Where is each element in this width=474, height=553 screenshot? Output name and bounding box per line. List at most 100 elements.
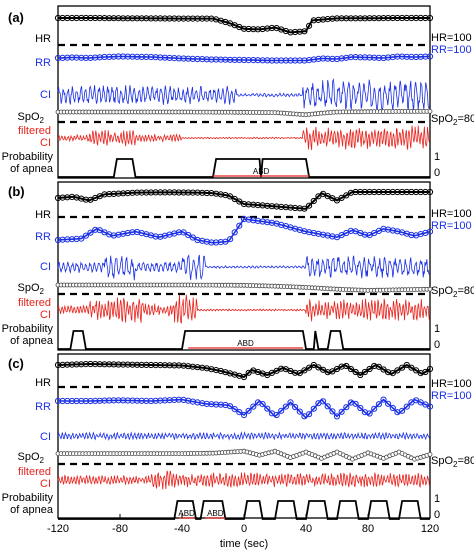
hr-point <box>240 25 248 32</box>
rr-point <box>278 407 285 414</box>
hr-point <box>138 189 145 196</box>
rr-point <box>389 404 396 412</box>
hr-point <box>78 14 85 22</box>
hr-point <box>366 365 373 373</box>
hr-point <box>82 196 90 203</box>
panel-b-label: (b) <box>8 184 25 199</box>
panel-a-left-labels: HR RR CI SpO2 filtered CI Probability of… <box>2 33 54 175</box>
rr-point <box>329 55 336 63</box>
filtered-ci-series-line <box>57 125 430 151</box>
hr-point <box>282 204 289 211</box>
rr-label: RR <box>35 401 51 413</box>
rr-point <box>282 403 289 410</box>
hr-point <box>287 204 294 211</box>
rr-point <box>352 400 359 407</box>
spo2-point <box>427 451 433 457</box>
rr-point <box>329 233 336 240</box>
rr-point <box>426 403 434 410</box>
rr-point <box>310 229 317 237</box>
rr-point <box>203 56 210 63</box>
hr-point <box>403 14 410 22</box>
rr-point <box>92 397 99 404</box>
rr-point <box>366 54 373 61</box>
filtered-label: filtered <box>18 466 51 478</box>
hr-series-line <box>58 17 430 34</box>
rr-point <box>227 236 234 243</box>
rr-point <box>273 57 280 64</box>
rr-point <box>324 403 331 410</box>
rr-point <box>227 56 234 63</box>
rr-point <box>185 55 192 62</box>
rr-point <box>185 231 192 239</box>
hr-point <box>199 364 206 371</box>
rr-point <box>87 229 94 236</box>
x-axis: -120 -80 -40 0 40 80 120 <box>47 514 439 535</box>
hr-point <box>408 364 415 371</box>
hr-point <box>333 365 341 373</box>
prob-high-label: 1 <box>434 323 440 335</box>
rr-point <box>380 54 387 62</box>
hr-point <box>54 361 62 369</box>
filtered-label: filtered <box>18 297 51 309</box>
hr-point <box>250 201 257 208</box>
hr-point <box>329 15 336 22</box>
hr-point <box>347 365 354 373</box>
hr-point <box>306 364 313 371</box>
hr-ref-label: HR=100 <box>431 378 472 390</box>
rr-point <box>310 56 317 63</box>
probability-label: Probability <box>2 323 54 335</box>
hr-point <box>399 364 406 371</box>
rr-point <box>389 54 396 61</box>
rr-point <box>282 57 289 64</box>
rr-point <box>115 53 122 60</box>
x-axis-title: time (sec) <box>220 538 268 550</box>
hr-point <box>152 15 159 22</box>
rr-point <box>78 54 85 61</box>
hr-ref-label: HR=100 <box>431 208 472 220</box>
rr-point <box>329 408 336 415</box>
rr-point <box>250 57 257 64</box>
rr-point <box>403 53 410 60</box>
rr-label: RR <box>35 57 51 69</box>
rr-point <box>371 405 378 412</box>
hr-point <box>380 15 387 22</box>
spo2-label: SpO2 <box>18 111 45 125</box>
hr-point <box>306 22 313 29</box>
hr-point <box>138 15 145 22</box>
hr-point <box>296 205 303 212</box>
panel-b: (b) HR RR CI SpO2 filtered CI Probabilit… <box>2 181 474 351</box>
hr-point <box>180 189 187 196</box>
rr-point <box>366 410 373 417</box>
rr-point <box>152 233 159 240</box>
spo2-point <box>427 286 433 292</box>
hr-point <box>296 370 303 377</box>
x-tick-label: 80 <box>362 523 374 535</box>
rr-point <box>357 404 364 412</box>
panel-b-frame <box>57 181 431 351</box>
rr-label: RR <box>35 231 51 243</box>
hr-point <box>199 15 206 22</box>
rr-point <box>124 53 131 60</box>
rr-point <box>199 400 206 407</box>
hr-point <box>217 191 224 198</box>
hr-point <box>185 363 192 370</box>
hr-point <box>380 366 387 373</box>
rr-ref-label: RR=100 <box>431 220 472 232</box>
rr-point <box>389 227 396 234</box>
hr-series-line <box>57 191 430 210</box>
hr-point <box>352 368 359 376</box>
rr-point <box>231 56 238 64</box>
hr-point <box>134 361 141 368</box>
hr-point <box>301 205 308 212</box>
prob-low-label: 0 <box>434 167 440 179</box>
probability-label: Probability <box>2 151 54 163</box>
hr-point <box>403 188 410 196</box>
rr-point <box>222 238 229 245</box>
abd-label: ABD <box>207 509 224 518</box>
rr-point <box>152 54 159 61</box>
rr-point <box>399 407 406 414</box>
hr-point <box>329 368 336 375</box>
rr-point <box>124 229 131 237</box>
hr-point <box>171 15 178 22</box>
